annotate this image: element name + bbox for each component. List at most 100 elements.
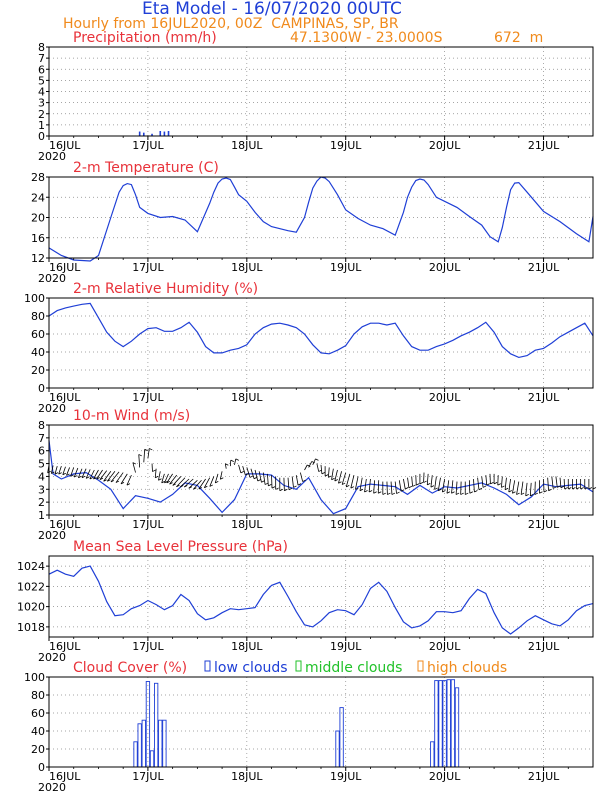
x-tick-label: 20JUL [429,261,461,274]
wind-barb [304,464,308,471]
wind-barb [451,480,454,494]
wind-barb-feather [412,484,416,487]
wind-barb [291,476,294,488]
wind-barb-feather [193,487,197,490]
wind-barb [295,475,299,486]
wind-barb-feather [249,475,254,478]
precip-bar [167,130,170,136]
wind-barb [214,473,219,483]
precip-bar [142,132,145,136]
wind-barb-feather [81,475,86,479]
wind-barb-feather [279,488,283,492]
wind-barb-feather [62,472,66,476]
wind-barb-feather [350,486,354,489]
wind-barb-feather [271,486,276,489]
x-tick-label: 21JUL [528,391,560,404]
wind-barb-feather [442,490,446,493]
wind-barb [364,478,367,493]
chart-subtitle: Hourly from 16JUL2020, 00Z CAMPINAS, SP,… [63,16,399,32]
wind-barb [345,473,351,487]
x-tick-label: 19JUL [330,640,362,653]
wind-barb-feather [493,481,498,485]
wind-barb [164,473,169,484]
series-line [48,302,594,359]
wind-barb [250,468,255,479]
wind-barb [559,477,562,488]
wind-barb-feather [588,487,593,490]
wind-barb [446,480,450,494]
wind-barb-feather [400,489,405,492]
wind-barb [138,454,141,468]
panel-title: Cloud Cover (%) [73,660,187,676]
wind-barb-feather [501,485,505,488]
cloud-bar-low [450,679,456,768]
wind-barb-feather [225,463,229,466]
wind-barb-feather [311,461,315,464]
wind-barb-feather [497,483,501,486]
wind-barb-feather [338,481,342,484]
wind-barb-feather [169,482,173,485]
x-tick-label: 20JUL [429,640,461,653]
cloud-bar-low [141,719,146,768]
wind-barb-feather [419,481,424,485]
panel-title: 10-m Wind (m/s) [73,408,190,424]
wind-barb-feather [378,491,382,494]
y-tick-label: 40 [31,725,45,738]
y-tick-label: 12 [31,252,45,265]
cloud-bar-low [438,680,443,768]
wind-barb-feather [179,485,184,488]
x-tick-label: 19JUL [330,770,362,783]
wind-barb-feather [512,491,516,494]
wind-barb-feather [204,485,208,489]
wind-barb [154,468,157,478]
wind-barb [327,467,330,478]
x-tick-label: 16JUL [49,391,81,404]
cloud-bar-low [133,741,138,768]
y-tick-label: 5 [38,458,45,471]
wind-barb-feather [275,487,279,490]
panel-6 [46,660,594,771]
cloud-bar-low [145,681,151,768]
y-tick-label: 6 [38,63,45,76]
wind-barb-feather [560,485,565,489]
y-tick-label: 1022 [17,580,45,593]
wind-barb-feather [405,487,409,490]
y-tick-label: 20 [31,364,45,377]
x-tick-label: 17JUL [132,770,164,783]
wind-barb-feather [346,484,350,488]
wind-barb-feather [198,487,203,490]
wind-barb [166,473,173,484]
y-tick-label: 80 [31,310,45,323]
x-tick-label: 16JUL [49,261,81,274]
year-label: 2020 [38,529,66,542]
y-tick-label: 80 [31,689,45,702]
wind-barb [224,463,227,469]
wind-barb [331,468,334,480]
wind-barb [120,473,128,485]
wind-barb [89,469,95,480]
wind-barb-feather [176,484,180,488]
wind-barb [238,464,242,473]
wind-barb [477,477,480,490]
wind-barb [183,478,194,488]
legend-swatch [204,660,211,672]
wind-barb [158,471,161,481]
y-tick-label: 20 [31,743,45,756]
wind-barb [234,458,237,465]
y-tick-label: 1 [38,509,45,522]
wind-barb [473,478,475,493]
panel-frame [48,297,594,389]
wind-barb [354,476,359,490]
wind-barb-feather [430,485,435,488]
wind-barb [99,470,108,480]
wind-barb-feather [530,493,534,497]
wind-barb-feather [427,482,431,486]
wind-barb [132,462,136,473]
y-tick-label: 1024 [17,560,45,573]
wind-barb [334,469,338,482]
y-tick-label: 0 [38,382,45,395]
wind-barb-feather [230,459,234,463]
wind-barb-feather [438,488,442,492]
wind-barb-feather [172,483,176,486]
wind-barb [287,477,290,490]
